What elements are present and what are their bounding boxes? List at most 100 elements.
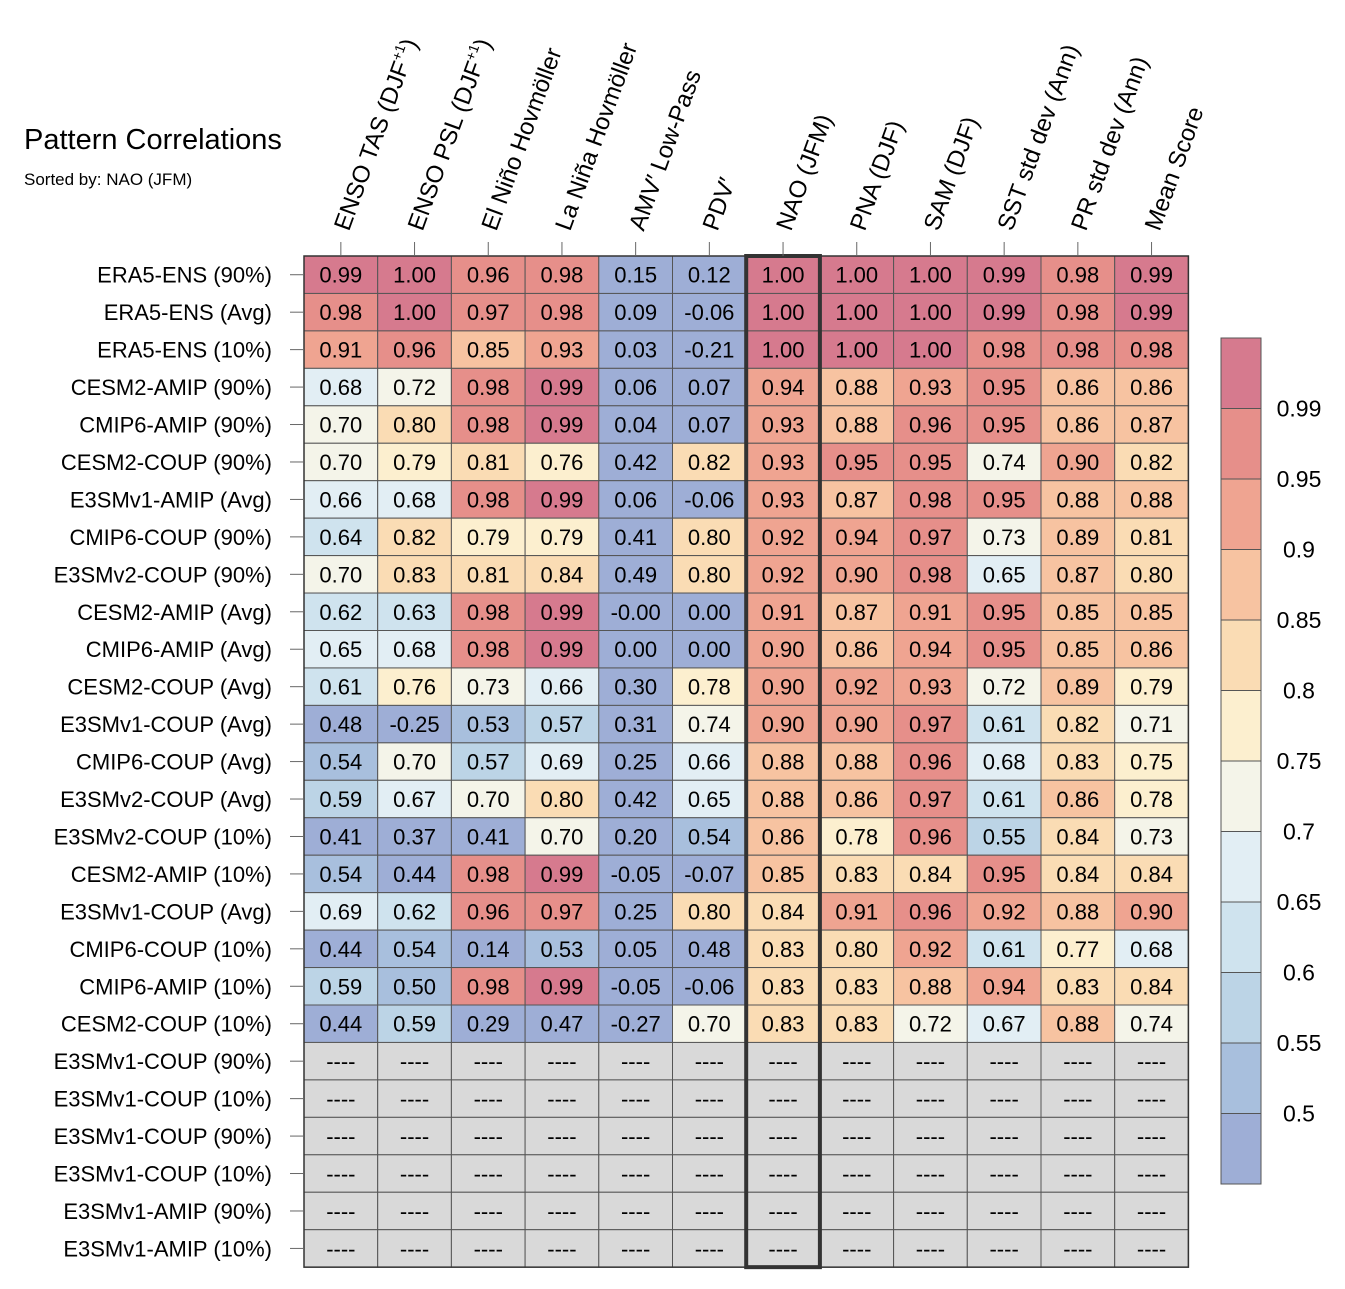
cell-value-label: 0.61 [983, 787, 1026, 812]
cell-value-label: 0.85 [1130, 600, 1173, 625]
cell-value-label: 0.79 [467, 525, 510, 550]
cell-value-label: 0.96 [909, 899, 952, 924]
cell-value-label: -0.27 [611, 1012, 661, 1037]
cell-value-label: 0.96 [909, 824, 952, 849]
cell-value-label: -0.05 [611, 862, 661, 887]
heatmap-cell [1114, 630, 1189, 669]
cell-value-label: 0.95 [983, 375, 1026, 400]
cell-value-label: 0.84 [1130, 862, 1173, 887]
cell-value-label: ---- [1137, 1049, 1166, 1074]
heatmap-cell [524, 817, 600, 856]
cell-value-label: 0.84 [909, 862, 952, 887]
heatmap-cell [524, 555, 600, 594]
page-title: Pattern Correlations [24, 124, 282, 156]
cell-value-label: 0.93 [541, 338, 584, 363]
colorbar-segment [1221, 549, 1261, 620]
heatmap-cell [745, 1004, 821, 1043]
cell-value-label: 0.48 [319, 712, 362, 737]
row-labels: ERA5-ENS (90%) ERA5-ENS (Avg) ERA5-ENS (10… [54, 263, 304, 1261]
cell-value-label: 0.73 [1130, 824, 1173, 849]
cell-value-label: -0.06 [684, 974, 734, 999]
heatmap-cell [745, 1229, 821, 1268]
cell-value-label: ---- [842, 1199, 871, 1224]
colorbar-border [1220, 337, 1262, 1185]
heatmap-cell [893, 742, 968, 781]
cell-value-label: 0.70 [319, 413, 362, 438]
cell-value-label: 0.54 [688, 824, 731, 849]
cell-value-label: 0.61 [319, 675, 362, 700]
cell-value-label: 0.72 [909, 1012, 952, 1037]
cell-value-label: 0.03 [614, 338, 657, 363]
cell-value-label: 0.93 [762, 450, 805, 475]
cell-value-label: ---- [768, 1124, 797, 1149]
heatmap-cell [377, 667, 452, 706]
cell-value-label: 0.94 [762, 375, 805, 400]
cell-value-label: 0.74 [1130, 1012, 1173, 1037]
cell-value-label: 0.80 [688, 562, 731, 587]
heatmap-cell [672, 405, 747, 444]
heatmap-cell [966, 592, 1042, 631]
cell-value-label: 0.85 [1056, 637, 1099, 662]
column-label: NAO (JFM) [771, 111, 838, 234]
heatmap-cell [1114, 1116, 1189, 1156]
row-label: E3SMv2-COUP (90%) [54, 562, 272, 587]
cell-value-label: 0.84 [1056, 862, 1099, 887]
column-label: SAM (DJF) [919, 113, 985, 234]
heatmap-cell [598, 704, 673, 744]
heatmap-cell [303, 630, 379, 669]
cell-value-label: 0.06 [614, 375, 657, 400]
heatmap-cell [819, 704, 895, 744]
heatmap-cell [524, 667, 600, 706]
heatmap-cell [745, 1154, 821, 1193]
heatmap-cell [966, 442, 1042, 482]
heatmap-cell [1040, 704, 1116, 744]
heatmap-cell [745, 854, 821, 894]
heatmap-cell [450, 405, 526, 444]
row-label: E3SMv1-AMIP (90%) [63, 1199, 272, 1224]
row-label: CESM2-COUP (90%) [61, 450, 272, 475]
cell-value-label: ---- [547, 1049, 576, 1074]
cell-value-label: 0.00 [614, 637, 657, 662]
cell-value-label: 0.70 [393, 750, 436, 775]
heatmap-cell [672, 779, 747, 819]
heatmap-cell [893, 1229, 968, 1268]
heatmap-cell [893, 1116, 968, 1156]
heatmap-cell [450, 742, 526, 781]
cell-value-label: ---- [326, 1049, 355, 1074]
heatmap-cell [377, 779, 452, 819]
cell-value-label: 0.98 [541, 263, 584, 288]
cell-value-label: 0.81 [1130, 525, 1173, 550]
heatmap-cell [672, 630, 747, 669]
cell-value-label: 0.88 [1130, 487, 1173, 512]
cell-value-label: 0.68 [393, 487, 436, 512]
heatmap-cell [966, 1191, 1042, 1231]
heatmap-cell [1040, 330, 1116, 369]
row-label: E3SMv1-COUP (10%) [54, 1162, 272, 1187]
cell-value-label: 0.91 [319, 338, 362, 363]
cell-value-label: 0.87 [1130, 413, 1173, 438]
heatmap-cell [450, 967, 526, 1006]
cell-value-label: 0.59 [393, 1012, 436, 1037]
cell-value-label: 0.85 [467, 338, 510, 363]
column-labels: ENSO TAS (DJF+1)ENSO PSL (DJF+1)El Niño … [329, 35, 1209, 256]
cell-value-label: 0.82 [688, 450, 731, 475]
cell-value-label: 0.95 [983, 862, 1026, 887]
cell-value-label: 0.98 [1056, 300, 1099, 325]
colorbar-segment [1221, 690, 1261, 761]
cell-value-label: 0.97 [467, 300, 510, 325]
heatmap-cell [598, 592, 673, 631]
heatmap-cell [1040, 967, 1116, 1006]
heatmap-cell [598, 854, 673, 894]
cell-value-label: 0.76 [393, 675, 436, 700]
heatmap-cell [1040, 742, 1116, 781]
heatmap-cell [524, 1116, 600, 1156]
heatmap-cell [672, 1191, 747, 1231]
cell-value-label: 0.92 [983, 899, 1026, 924]
heatmap-cell [1114, 704, 1189, 744]
heatmap-cell [1114, 779, 1189, 819]
heatmap-cell [672, 817, 747, 856]
cell-value-label: ---- [1063, 1087, 1092, 1112]
heatmap-cell [819, 405, 895, 444]
heatmap-cell [966, 1229, 1042, 1268]
